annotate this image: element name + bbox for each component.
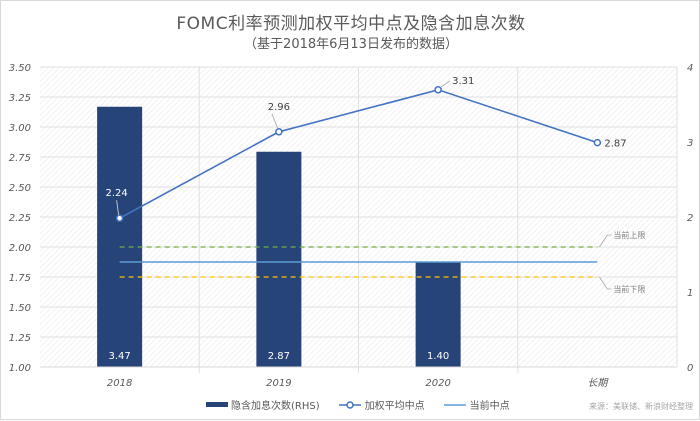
left-axis-tick: 1.00 bbox=[9, 363, 31, 374]
reference-lines bbox=[119, 246, 598, 278]
right-axis-tick: 1 bbox=[687, 288, 693, 299]
bar bbox=[97, 106, 143, 367]
x-axis-tick: 2019 bbox=[266, 378, 291, 389]
bar bbox=[415, 262, 461, 367]
x-axis-tick: 2018 bbox=[107, 378, 132, 389]
lower-annotation-connector bbox=[599, 276, 612, 290]
left-axis-tick: 3.00 bbox=[9, 123, 31, 134]
bar-value-label: 3.47 bbox=[108, 351, 130, 362]
right-axis-tick: 4 bbox=[687, 63, 693, 74]
line-value-label: 2.87 bbox=[604, 139, 626, 150]
chart-title: FOMC利率预测加权平均中点及隐含加息次数 bbox=[176, 14, 526, 34]
legend: 隐含加息次数(RHS) 加权平均中点 当前中点 bbox=[206, 397, 528, 412]
axes: 3.50 3.25 3.00 2.75 2.50 2.25 2.00 1.75 1.50 1.25… bbox=[9, 63, 694, 389]
legend-label: 隐含加息次数(RHS) bbox=[231, 401, 320, 412]
line-swatch-icon bbox=[443, 403, 466, 406]
right-axis-tick: 2 bbox=[687, 213, 693, 224]
line-marker bbox=[275, 128, 283, 136]
left-axis-tick: 3.50 bbox=[9, 63, 31, 74]
left-axis-tick: 2.50 bbox=[9, 183, 31, 194]
legend-label: 加权平均中点 bbox=[364, 401, 425, 412]
x-axis-tick: 2020 bbox=[425, 378, 450, 389]
right-axis-tick: 0 bbox=[687, 363, 693, 374]
upper-annotation-connector bbox=[599, 234, 612, 248]
left-axis-tick: 1.75 bbox=[9, 273, 31, 284]
bar-value-label: 1.40 bbox=[427, 351, 449, 362]
label-leader-line bbox=[271, 113, 279, 129]
weighted-midpoint-line bbox=[119, 88, 598, 219]
upper-limit-annotation: 当前上限 bbox=[613, 230, 645, 240]
left-axis-tick: 2.00 bbox=[9, 243, 31, 254]
left-axis-tick: 1.50 bbox=[9, 303, 31, 314]
bar-series bbox=[97, 106, 461, 367]
left-axis-tick: 2.25 bbox=[9, 213, 31, 224]
left-axis-tick: 3.25 bbox=[9, 93, 31, 104]
label-leader-line bbox=[116, 200, 120, 216]
legend-item-weighted-midpoint: 加权平均中点 bbox=[338, 397, 425, 412]
legend-label: 当前中点 bbox=[469, 401, 510, 412]
label-leader-line bbox=[440, 80, 451, 88]
left-axis-tick: 2.75 bbox=[9, 153, 31, 164]
lower-limit-annotation: 当前下限 bbox=[613, 284, 645, 294]
line-value-label: 3.31 bbox=[452, 76, 474, 87]
left-axis-tick: 1.25 bbox=[9, 333, 31, 344]
line-value-label: 2.24 bbox=[105, 188, 127, 199]
right-axis-tick: 3 bbox=[687, 138, 693, 149]
line-marker bbox=[115, 214, 124, 222]
bar bbox=[256, 151, 302, 367]
line-value-label: 2.96 bbox=[268, 102, 290, 113]
bar-value-label: 2.87 bbox=[268, 351, 290, 362]
line-series bbox=[115, 86, 602, 222]
line-marker-swatch-icon bbox=[338, 400, 361, 409]
chart-subtitle: （基于2018年6月13日发布的数据） bbox=[244, 37, 458, 52]
bar-swatch-icon bbox=[206, 402, 228, 407]
source-note: 来源：美联储、新浪财经整理 bbox=[589, 402, 693, 411]
x-axis-tick: 长期 bbox=[587, 377, 609, 389]
legend-item-current-midpoint: 当前中点 bbox=[443, 397, 510, 412]
legend-item-hikes: 隐含加息次数(RHS) bbox=[206, 397, 320, 412]
data-labels: 3.47 2.87 1.40 2.24 2.96 3.31 2.87 bbox=[105, 76, 626, 362]
line-marker bbox=[434, 86, 442, 94]
line-marker bbox=[593, 138, 602, 147]
